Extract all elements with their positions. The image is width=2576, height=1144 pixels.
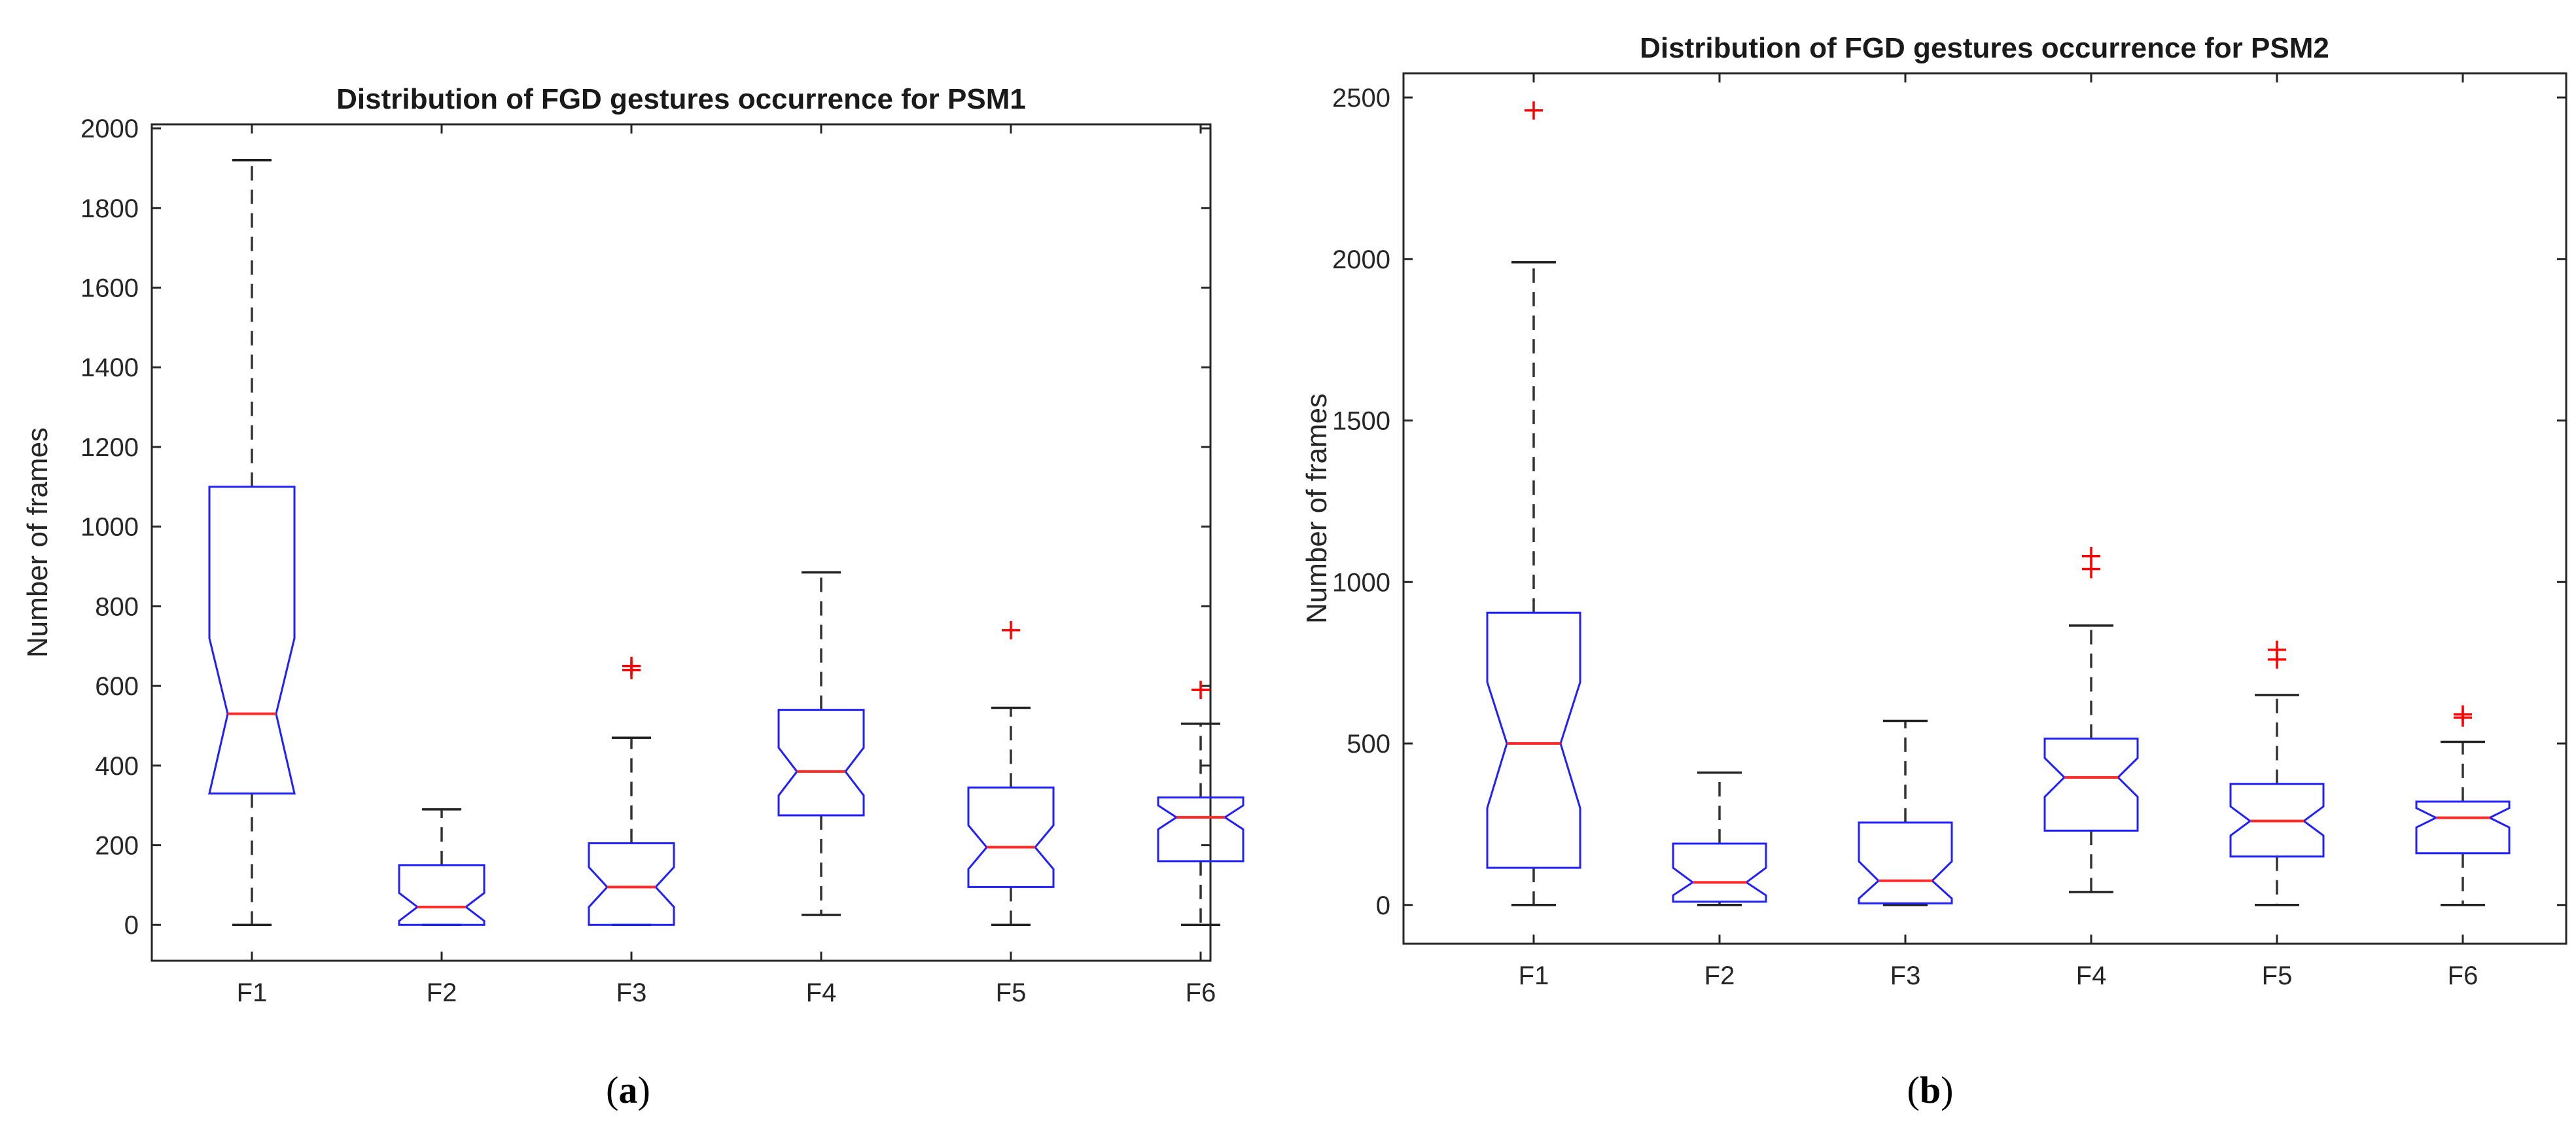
x-tick-label-psm1: F4 [806, 978, 837, 1007]
x-tick-label-psm2: F6 [2448, 961, 2479, 990]
x-tick-label-psm2: F4 [2076, 961, 2107, 990]
outlier-marker-psm1 [1002, 620, 1020, 639]
x-tick-label-psm1: F1 [237, 978, 268, 1007]
box-f4-psm2 [2043, 738, 2139, 832]
box-f4-psm1 [777, 709, 865, 817]
y-axis-label-psm2: Number of frames [1301, 393, 1333, 624]
y-tick-label-psm1: 1600 [80, 274, 139, 303]
y-tick-label-psm1: 0 [124, 911, 139, 940]
panel-caption-b: (b) [1907, 1069, 1954, 1111]
outlier-marker-psm2 [2454, 705, 2472, 724]
outlier-marker-psm2 [1525, 101, 1543, 120]
box-f1-psm1 [208, 486, 296, 795]
y-tick-label-psm1: 1000 [80, 513, 139, 542]
outlier-marker-psm2 [2082, 546, 2100, 565]
chart-panel-psm2: Distribution of FGD gestures occurrence … [1301, 32, 2567, 1111]
y-tick-label-psm1: 800 [95, 592, 139, 621]
y-tick-label-psm2: 2500 [1332, 84, 1390, 113]
y-tick-label-psm2: 1500 [1332, 407, 1390, 436]
x-tick-label-psm2: F2 [1704, 961, 1735, 990]
chart-title-psm1: Distribution of FGD gestures occurrence … [336, 83, 1026, 115]
box-f3-psm2 [1858, 821, 1953, 904]
plot-area-psm2 [1402, 72, 2567, 945]
box-f6-psm2 [2415, 800, 2511, 855]
box-f6-psm1 [1157, 796, 1244, 863]
y-tick-label-psm1: 1200 [80, 433, 139, 462]
box-f5-psm1 [967, 786, 1055, 888]
y-tick-label-psm2: 500 [1347, 730, 1390, 759]
y-tick-label-psm1: 200 [95, 832, 139, 861]
y-tick-label-psm1: 1400 [80, 353, 139, 382]
x-tick-label-psm1: F2 [427, 978, 457, 1007]
y-tick-label-psm2: 1000 [1332, 568, 1390, 597]
x-tick-label-psm2: F5 [2262, 961, 2293, 990]
plot-area-psm1 [150, 123, 1212, 962]
box-f1-psm2 [1486, 611, 1581, 869]
x-tick-label-psm2: F1 [1519, 961, 1549, 990]
box-f5-psm2 [2229, 783, 2325, 858]
chart-title-psm2: Distribution of FGD gestures occurrence … [1640, 32, 2329, 64]
x-tick-label-psm1: F3 [616, 978, 647, 1007]
box-f2-psm1 [398, 864, 485, 926]
y-axis-label-psm1: Number of frames [22, 427, 54, 658]
panel-caption-a: (a) [606, 1069, 650, 1111]
box-f3-psm1 [588, 842, 675, 926]
y-tick-label-psm1: 600 [95, 672, 139, 701]
y-tick-label-psm1: 2000 [80, 115, 139, 143]
x-tick-label-psm1: F5 [996, 978, 1027, 1007]
box-f2-psm2 [1672, 842, 1767, 903]
boxes-psm1: 0 200 400 600 800 1000 1200 1400 1600 1800 2000 F1 F… [80, 115, 1244, 1007]
y-tick-label-psm1: 1800 [80, 194, 139, 223]
chart-panel-psm1: Distribution of FGD gestures occurrence … [22, 83, 1244, 1111]
outlier-marker-psm1 [1191, 681, 1210, 700]
x-tick-label-psm1: F6 [1186, 978, 1216, 1007]
y-tick-label-psm2: 2000 [1332, 245, 1390, 274]
boxes-psm2: 0 500 1000 1500 2000 2500 F1 F2 F3 F4 F5 F6 [1332, 73, 2566, 990]
y-tick-label-psm1: 400 [95, 752, 139, 781]
y-tick-label-psm2: 0 [1376, 891, 1390, 920]
outlier-marker-psm2 [2268, 640, 2286, 659]
x-tick-label-psm2: F3 [1890, 961, 1921, 990]
outlier-marker-psm1 [622, 656, 641, 675]
